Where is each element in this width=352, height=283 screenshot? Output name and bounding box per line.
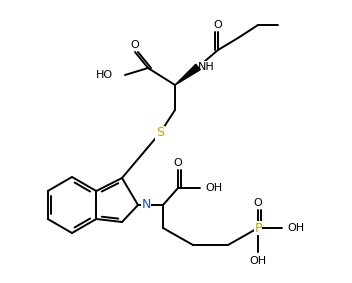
Text: N: N xyxy=(141,198,151,211)
Text: P: P xyxy=(254,222,262,235)
Text: OH: OH xyxy=(206,183,222,193)
Text: O: O xyxy=(254,198,262,208)
Text: O: O xyxy=(214,20,222,30)
Text: OH: OH xyxy=(288,223,304,233)
Text: NH: NH xyxy=(197,62,214,72)
Text: HO: HO xyxy=(96,70,113,80)
Text: OH: OH xyxy=(250,256,266,266)
Polygon shape xyxy=(175,64,200,85)
Text: O: O xyxy=(174,158,182,168)
Text: O: O xyxy=(131,40,139,50)
Text: S: S xyxy=(156,127,164,140)
